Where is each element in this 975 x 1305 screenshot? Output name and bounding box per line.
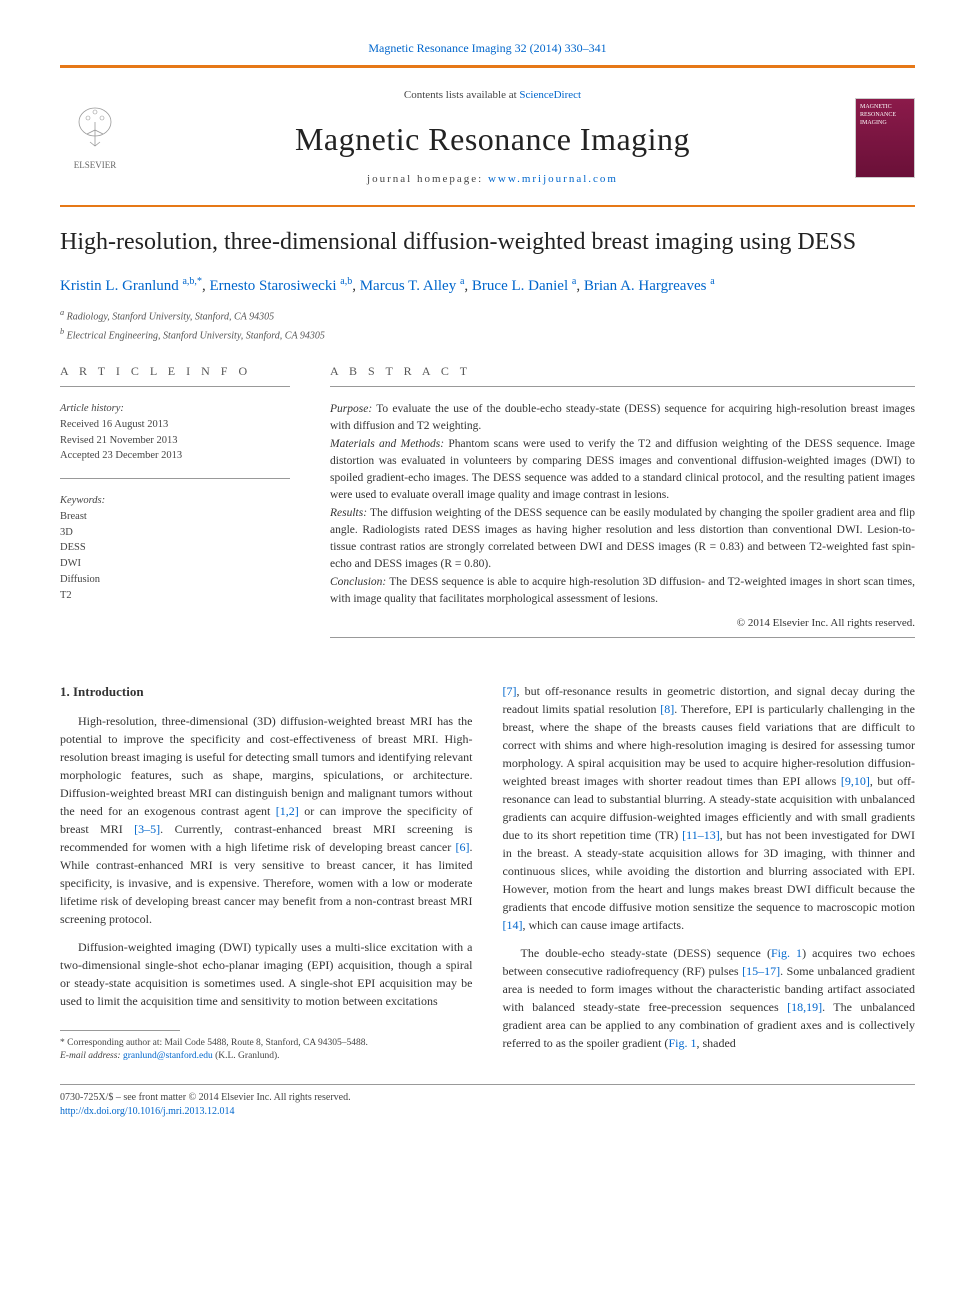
contents-line: Contents lists available at ScienceDirec… xyxy=(130,88,855,103)
affiliations: a Radiology, Stanford University, Stanfo… xyxy=(60,307,915,344)
corresponding-author-note: * Corresponding author at: Mail Code 548… xyxy=(60,1037,473,1050)
affiliation-row: b Electrical Engineering, Stanford Unive… xyxy=(60,326,915,343)
footer-left: 0730-725X/$ – see front matter © 2014 El… xyxy=(60,1091,351,1119)
section-heading: 1. Introduction xyxy=(60,682,473,702)
bottom-accent-bar xyxy=(60,205,915,207)
homepage-prefix: journal homepage: xyxy=(367,173,488,185)
author: Marcus T. Alley a xyxy=(360,278,465,294)
author: Bruce L. Daniel a xyxy=(472,278,576,294)
abstract-heading: A B S T R A C T xyxy=(330,363,915,380)
body-paragraph: The double-echo steady-state (DESS) sequ… xyxy=(503,944,916,1052)
email-note: E-mail address: granlund@stanford.edu (K… xyxy=(60,1050,473,1063)
purpose-text: To evaluate the use of the double-echo s… xyxy=(330,403,915,432)
homepage-link[interactable]: www.mrijournal.com xyxy=(488,173,618,185)
journal-homepage: journal homepage: www.mrijournal.com xyxy=(130,172,855,187)
author-link[interactable]: Bruce L. Daniel xyxy=(472,278,568,294)
email-link[interactable]: granlund@stanford.edu xyxy=(123,1051,213,1061)
info-abstract-row: A R T I C L E I N F O Article history: R… xyxy=(60,363,915,652)
author-aff: a xyxy=(572,276,576,287)
ref-link[interactable]: [18,19] xyxy=(787,1000,822,1014)
ref-link[interactable]: [8] xyxy=(660,702,674,716)
body-paragraph: [7], but off-resonance results in geomet… xyxy=(503,682,916,934)
purpose-label: Purpose: xyxy=(330,403,372,415)
author-link[interactable]: Kristin L. Granlund xyxy=(60,278,179,294)
ref-link[interactable]: [11–13] xyxy=(682,828,720,842)
keywords-block: Keywords: Breast 3D DESS DWI Diffusion T… xyxy=(60,493,290,603)
keyword: DWI xyxy=(60,556,290,572)
abstract-panel: A B S T R A C T Purpose: To evaluate the… xyxy=(330,363,915,652)
abstract-copyright: © 2014 Elsevier Inc. All rights reserved… xyxy=(330,616,915,631)
author: Brian A. Hargreaves a xyxy=(584,278,715,294)
elsevier-label: ELSEVIER xyxy=(74,159,117,172)
keyword: DESS xyxy=(60,540,290,556)
keyword: 3D xyxy=(60,525,290,541)
methods-label: Materials and Methods: xyxy=(330,438,444,450)
issn-line: 0730-725X/$ – see front matter © 2014 El… xyxy=(60,1091,351,1105)
author-list: Kristin L. Granlund a,b,*, Ernesto Staro… xyxy=(60,275,915,297)
sciencedirect-link[interactable]: ScienceDirect xyxy=(519,89,581,101)
citation-header: Magnetic Resonance Imaging 32 (2014) 330… xyxy=(60,40,915,57)
author-link[interactable]: Marcus T. Alley xyxy=(360,278,457,294)
author-link[interactable]: Brian A. Hargreaves xyxy=(584,278,707,294)
body-paragraph: Diffusion-weighted imaging (DWI) typical… xyxy=(60,938,473,1010)
footnote-divider xyxy=(60,1030,180,1031)
abstract-text: Purpose: To evaluate the use of the doub… xyxy=(330,401,915,608)
author-aff: a xyxy=(710,276,714,287)
elsevier-tree-icon xyxy=(70,104,120,159)
body-column-right: [7], but off-resonance results in geomet… xyxy=(503,682,916,1063)
results-label: Results: xyxy=(330,507,367,519)
ref-link[interactable]: [14] xyxy=(503,918,523,932)
elsevier-logo: ELSEVIER xyxy=(60,98,130,178)
affiliation-row: a Radiology, Stanford University, Stanfo… xyxy=(60,307,915,324)
journal-header: ELSEVIER Contents lists available at Sci… xyxy=(60,80,915,196)
history-revised: Revised 21 November 2013 xyxy=(60,433,290,449)
author: Ernesto Starosiwecki a,b xyxy=(209,278,352,294)
article-history: Article history: Received 16 August 2013… xyxy=(60,401,290,464)
contents-prefix: Contents lists available at xyxy=(404,89,519,101)
doi-link[interactable]: http://dx.doi.org/10.1016/j.mri.2013.12.… xyxy=(60,1106,235,1117)
history-accepted: Accepted 23 December 2013 xyxy=(60,448,290,464)
history-received: Received 16 August 2013 xyxy=(60,417,290,433)
history-label: Article history: xyxy=(60,401,290,417)
author-aff: a xyxy=(460,276,464,287)
figure-link[interactable]: Fig. 1 xyxy=(668,1036,696,1050)
article-info-panel: A R T I C L E I N F O Article history: R… xyxy=(60,363,290,652)
keyword: Diffusion xyxy=(60,572,290,588)
journal-name: Magnetic Resonance Imaging xyxy=(130,117,855,162)
conclusion-label: Conclusion: xyxy=(330,576,386,588)
author-aff: a,b,* xyxy=(182,276,201,287)
footer-bar: 0730-725X/$ – see front matter © 2014 El… xyxy=(60,1084,915,1119)
ref-link[interactable]: [7] xyxy=(503,684,517,698)
results-text: The diffusion weighting of the DESS sequ… xyxy=(330,507,915,571)
article-info-heading: A R T I C L E I N F O xyxy=(60,363,290,380)
footnotes: * Corresponding author at: Mail Code 548… xyxy=(60,1037,473,1064)
ref-link[interactable]: [6] xyxy=(456,840,470,854)
author: Kristin L. Granlund a,b,* xyxy=(60,278,202,294)
ref-link[interactable]: [15–17] xyxy=(742,964,780,978)
figure-link[interactable]: Fig. 1 xyxy=(771,946,802,960)
ref-link[interactable]: [1,2] xyxy=(276,804,299,818)
body-paragraph: High-resolution, three-dimensional (3D) … xyxy=(60,712,473,928)
divider xyxy=(330,637,915,638)
ref-link[interactable]: [3–5] xyxy=(134,822,160,836)
top-accent-bar xyxy=(60,65,915,68)
divider xyxy=(60,386,290,387)
journal-cover-thumbnail: MAGNETIC RESONANCE IMAGING xyxy=(855,98,915,178)
ref-link[interactable]: [9,10] xyxy=(841,774,870,788)
conclusion-text: The DESS sequence is able to acquire hig… xyxy=(330,576,915,605)
keyword: T2 xyxy=(60,588,290,604)
body-columns: 1. Introduction High-resolution, three-d… xyxy=(60,682,915,1063)
article-title: High-resolution, three-dimensional diffu… xyxy=(60,227,915,258)
author-link[interactable]: Ernesto Starosiwecki xyxy=(209,278,336,294)
cover-text: MAGNETIC RESONANCE IMAGING xyxy=(860,104,896,127)
body-column-left: 1. Introduction High-resolution, three-d… xyxy=(60,682,473,1063)
author-aff: a,b xyxy=(340,276,352,287)
keyword: Breast xyxy=(60,509,290,525)
divider xyxy=(330,386,915,387)
journal-center: Contents lists available at ScienceDirec… xyxy=(130,88,855,188)
citation-link[interactable]: Magnetic Resonance Imaging 32 (2014) 330… xyxy=(368,41,606,55)
divider xyxy=(60,478,290,479)
keywords-label: Keywords: xyxy=(60,493,290,509)
